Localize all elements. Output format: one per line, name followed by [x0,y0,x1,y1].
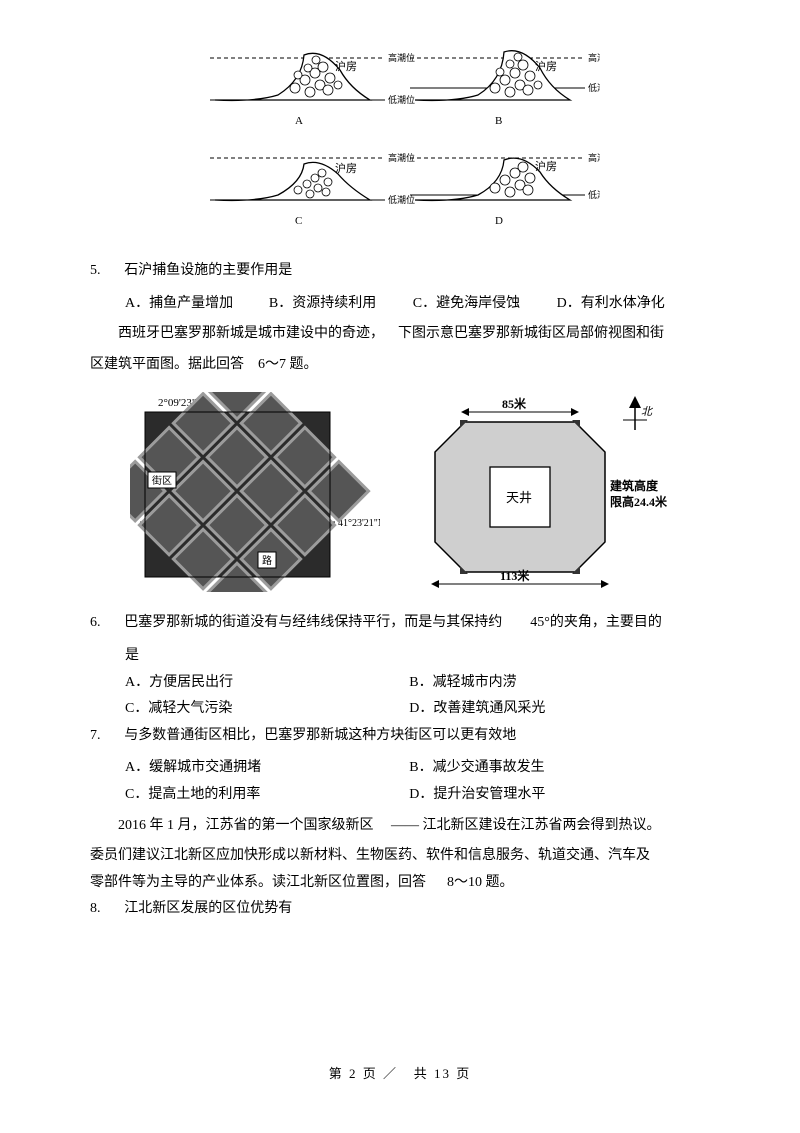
svg-text:低潮位: 低潮位 [588,189,600,200]
svg-text:41°23'21"N: 41°23'21"N [338,518,380,529]
svg-text:113米: 113米 [500,568,530,583]
svg-text:低潮位: 低潮位 [388,194,415,205]
svg-text:建筑高度: 建筑高度 [609,478,659,493]
svg-text:D: D [495,215,503,227]
q6-options-1: A．方便居民出行 B．减轻城市内涝 [90,670,710,697]
figure-tide-walls: 高潮位 低潮位 沪房 A 高潮位 低潮位 [90,40,710,240]
svg-text:低潮位: 低潮位 [588,82,600,93]
p2e: 8～10 题。 [447,875,514,890]
q6-opt-a: A．方便居民出行 [125,670,406,697]
svg-text:沪房: 沪房 [535,159,557,173]
q7-opt-b: B．减少交通事故发生 [409,755,690,782]
building-plan-svg: 北 85米 天井 113米 建筑高度 限高24.4米 [410,392,670,592]
q7-text: 与多数普通街区相比，巴塞罗那新城这种方块街区可以更有效地 [124,728,516,743]
panel-b: 高潮位 低潮位 沪房 B [410,51,600,127]
question-8: 8. 江北新区发展的区位优势有 [90,896,710,923]
q5-opt-d: D．有利水体净化 [557,291,697,318]
q6-text3: 是 [90,643,710,670]
figure-barcelona: 2°09'23"E 41°23'21"N 街区 路 [90,392,710,592]
svg-text:B: B [495,115,502,127]
p2a: 2016 年 1 月，江苏省的第一个国家级新区 [118,818,374,833]
tide-diagram-svg: 高潮位 低潮位 沪房 A 高潮位 低潮位 [200,40,600,240]
svg-text:A: A [295,115,303,127]
q5-text: 石沪捕鱼设施的主要作用是 [124,263,292,278]
q6-text1: 巴塞罗那新城的街道没有与经纬线保持平行，而是与其保持约 [124,615,502,630]
question-5: 5. 石沪捕鱼设施的主要作用是 [90,258,710,285]
p1c: 区建筑平面图。据此回答 [90,357,244,372]
svg-text:北: 北 [641,405,654,418]
q6-opt-b: B．减轻城市内涝 [409,670,690,697]
q5-options: A．捕鱼产量增加 B．资源持续利用 C．避免海岸侵蚀 D．有利水体净化 [90,291,710,318]
q8-num: 8. [90,896,121,923]
svg-text:沪房: 沪房 [335,59,357,73]
panel-a: 高潮位 低潮位 沪房 A [210,52,415,127]
aerial-grid-svg: 2°09'23"E 41°23'21"N 街区 路 [130,392,380,592]
q5-opt-a: A．捕鱼产量增加 [125,291,265,318]
footer-a: 第 2 页 ／ [329,1066,398,1081]
panel-c: 高潮位 低潮位 沪房 C [210,152,415,227]
q6-opt-d: D．改善建筑通风采光 [409,696,690,723]
q5-opt-c: C．避免海岸侵蚀 [413,291,553,318]
q6-text2: 45°的夹角，主要目的 [530,615,662,630]
q7-opt-d: D．提升治安管理水平 [409,782,690,809]
svg-text:限高24.4米: 限高24.4米 [610,494,668,509]
svg-text:85米: 85米 [502,396,527,411]
p2b: —— 江北新区建设在江苏省两会得到热议。 [391,818,661,833]
question-6: 6. 巴塞罗那新城的街道没有与经纬线保持平行，而是与其保持约 45°的夹角，主要… [90,610,710,637]
q7-options-2: C．提高土地的利用率 D．提升治安管理水平 [90,782,710,809]
passage-barcelona: 西班牙巴塞罗那新城是城市建设中的奇迹， 下图示意巴塞罗那新城街区局部俯视图和街 … [90,321,710,378]
svg-text:天井: 天井 [506,490,532,505]
q5-num: 5. [90,258,121,285]
q6-options-2: C．减轻大气污染 D．改善建筑通风采光 [90,696,710,723]
svg-text:低潮位: 低潮位 [388,94,415,105]
svg-text:街区: 街区 [152,474,172,487]
p1b: 下图示意巴塞罗那新城街区局部俯视图和街 [398,326,664,341]
svg-text:C: C [295,215,302,227]
svg-text:高潮位: 高潮位 [588,152,600,163]
question-7: 7. 与多数普通街区相比，巴塞罗那新城这种方块街区可以更有效地 [90,723,710,750]
q6-num: 6. [90,610,121,637]
svg-text:沪房: 沪房 [535,59,557,73]
svg-text:沪房: 沪房 [335,161,357,175]
svg-text:高潮位: 高潮位 [588,52,600,63]
page-footer: 第 2 页 ／ 共 13 页 [0,1062,800,1087]
q7-options-1: A．缓解城市交通拥堵 B．减少交通事故发生 [90,755,710,782]
footer-b: 共 13 页 [414,1066,472,1081]
p2c: 委员们建议江北新区应加快形成以新材料、生物医药、软件和信息服务、轨道交通、汽车及 [90,843,710,870]
q7-num: 7. [90,723,121,750]
p1d: 6～7 题。 [258,357,318,372]
svg-text:路: 路 [262,554,272,567]
q7-opt-a: A．缓解城市交通拥堵 [125,755,406,782]
p2d: 零部件等为主导的产业体系。读江北新区位置图，回答 [90,875,426,890]
panel-d: 高潮位 低潮位 沪房 D [410,152,600,227]
p1a: 西班牙巴塞罗那新城是城市建设中的奇迹， [118,326,384,341]
q6-opt-c: C．减轻大气污染 [125,696,406,723]
q8-text: 江北新区发展的区位优势有 [124,901,292,916]
q5-opt-b: B．资源持续利用 [269,291,409,318]
q7-opt-c: C．提高土地的利用率 [125,782,406,809]
passage-jiangbei: 2016 年 1 月，江苏省的第一个国家级新区 —— 江北新区建设在江苏省两会得… [90,813,710,897]
